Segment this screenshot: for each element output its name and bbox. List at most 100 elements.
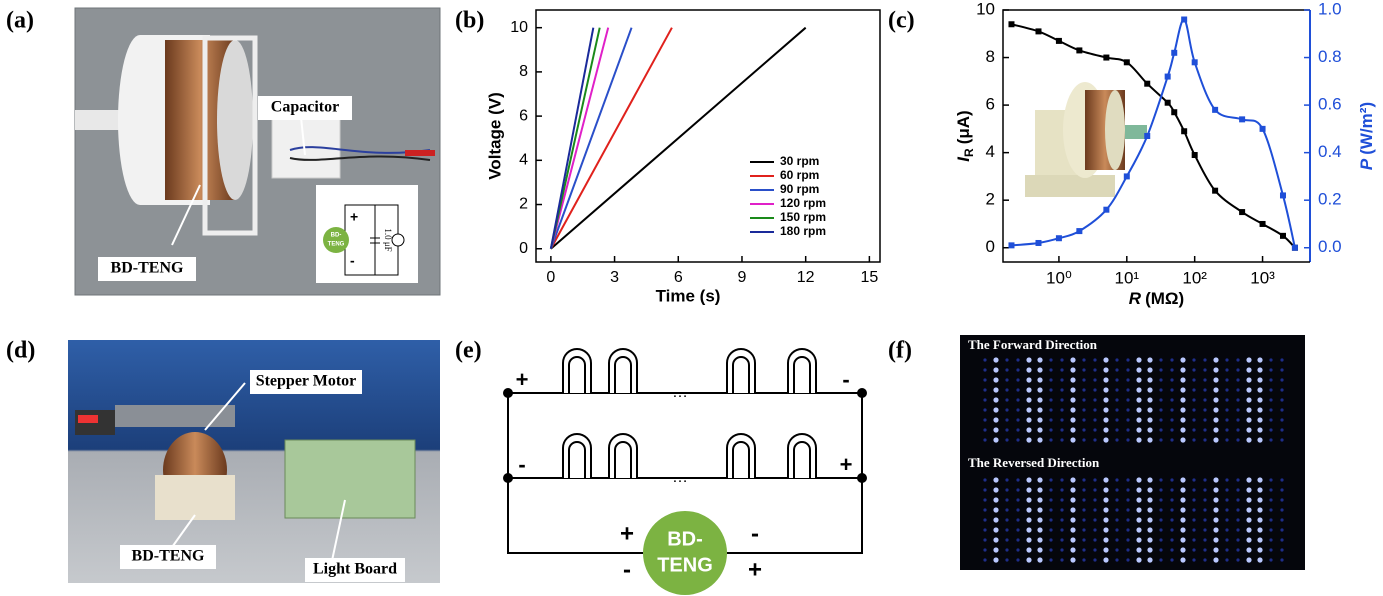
led-dot bbox=[1070, 407, 1075, 412]
led-dot bbox=[1093, 408, 1096, 411]
led-dot bbox=[1257, 557, 1262, 562]
led-dot bbox=[1060, 538, 1063, 541]
led-dot bbox=[1126, 548, 1129, 551]
led-dot bbox=[1203, 498, 1206, 501]
led-dot bbox=[1246, 497, 1251, 502]
led-dot bbox=[1005, 368, 1008, 371]
led-dot bbox=[1225, 408, 1228, 411]
led-dot bbox=[1159, 358, 1162, 361]
led bbox=[727, 434, 755, 478]
led-dot bbox=[1147, 377, 1152, 382]
led-dot bbox=[1159, 528, 1162, 531]
led-dot bbox=[1192, 508, 1195, 511]
led-dot bbox=[1037, 427, 1042, 432]
led-dot bbox=[1026, 407, 1031, 412]
led-dot bbox=[1093, 368, 1096, 371]
led-dot bbox=[1049, 528, 1052, 531]
led-dot bbox=[1126, 558, 1129, 561]
led-dot bbox=[1093, 518, 1096, 521]
led-dot bbox=[1026, 507, 1031, 512]
led-dot bbox=[993, 367, 998, 372]
led-dot bbox=[1192, 368, 1195, 371]
led-dot bbox=[1213, 397, 1218, 402]
led-dot bbox=[1026, 487, 1031, 492]
led-dot bbox=[1082, 398, 1085, 401]
led-dot bbox=[1126, 398, 1129, 401]
led-dot bbox=[1192, 558, 1195, 561]
led-dot bbox=[983, 438, 986, 441]
led-dot bbox=[1136, 407, 1141, 412]
led-dot bbox=[1060, 498, 1063, 501]
data-point bbox=[1192, 59, 1198, 65]
led-dot bbox=[1147, 517, 1152, 522]
led-dot bbox=[1170, 438, 1173, 441]
led-dot bbox=[1060, 398, 1063, 401]
led-dot bbox=[1093, 508, 1096, 511]
panel-label: (b) bbox=[455, 8, 484, 34]
x-tick-label: 10⁰ bbox=[1046, 268, 1072, 287]
led-dot bbox=[1236, 358, 1239, 361]
data-point bbox=[1292, 245, 1298, 251]
x-tick-label: 15 bbox=[860, 269, 878, 286]
led-dot bbox=[1225, 378, 1228, 381]
led-dot bbox=[1236, 388, 1239, 391]
data-point bbox=[1035, 28, 1041, 34]
led-dot bbox=[1280, 408, 1283, 411]
led-dot bbox=[1103, 497, 1108, 502]
data-point bbox=[1165, 100, 1171, 106]
source-label: BD- bbox=[667, 528, 703, 550]
led-dot bbox=[1203, 538, 1206, 541]
led-dot bbox=[1049, 538, 1052, 541]
led-dot bbox=[1192, 518, 1195, 521]
led-dot bbox=[1049, 378, 1052, 381]
panel-label: (e) bbox=[455, 338, 482, 364]
led-dot bbox=[1280, 378, 1283, 381]
led-dot bbox=[1203, 528, 1206, 531]
x-tick-label: 10³ bbox=[1250, 268, 1275, 287]
led-dot bbox=[1236, 438, 1239, 441]
data-point bbox=[1008, 242, 1014, 248]
led-dot bbox=[1026, 437, 1031, 442]
led-dot bbox=[1037, 397, 1042, 402]
led-dot bbox=[1257, 427, 1262, 432]
led-dot bbox=[1280, 478, 1283, 481]
led-dot bbox=[1203, 368, 1206, 371]
led-dot bbox=[983, 408, 986, 411]
led-dot bbox=[1060, 478, 1063, 481]
led-dot bbox=[1093, 378, 1096, 381]
led-dot bbox=[1246, 537, 1251, 542]
led-dot bbox=[993, 527, 998, 532]
led-dot bbox=[1236, 478, 1239, 481]
led-dot bbox=[1115, 518, 1118, 521]
led-dot bbox=[993, 387, 998, 392]
series-line bbox=[551, 28, 806, 249]
led-dot bbox=[983, 498, 986, 501]
series-line bbox=[551, 28, 593, 249]
led-dot bbox=[1225, 438, 1228, 441]
led-dot bbox=[1170, 528, 1173, 531]
led-dot bbox=[1213, 557, 1218, 562]
led-dot bbox=[1060, 438, 1063, 441]
led-dot bbox=[1103, 537, 1108, 542]
led bbox=[563, 349, 591, 393]
led-dot bbox=[1269, 528, 1272, 531]
led-dot bbox=[1280, 498, 1283, 501]
data-point bbox=[1260, 126, 1266, 132]
led-dot bbox=[1082, 428, 1085, 431]
led-dot bbox=[1236, 488, 1239, 491]
led-dot bbox=[1180, 357, 1185, 362]
led-dot bbox=[1037, 547, 1042, 552]
x-tick-label: 10² bbox=[1182, 268, 1207, 287]
led-dot bbox=[1269, 438, 1272, 441]
led-dot bbox=[1049, 418, 1052, 421]
led-dot bbox=[1246, 517, 1251, 522]
led-dot bbox=[1213, 477, 1218, 482]
data-point bbox=[1056, 38, 1062, 44]
led-dot bbox=[1159, 408, 1162, 411]
led-dot bbox=[1070, 357, 1075, 362]
led-dot bbox=[1016, 398, 1019, 401]
led-dot bbox=[1246, 407, 1251, 412]
led-dot bbox=[1147, 427, 1152, 432]
led-dot bbox=[1103, 437, 1108, 442]
led-dot bbox=[1103, 357, 1108, 362]
